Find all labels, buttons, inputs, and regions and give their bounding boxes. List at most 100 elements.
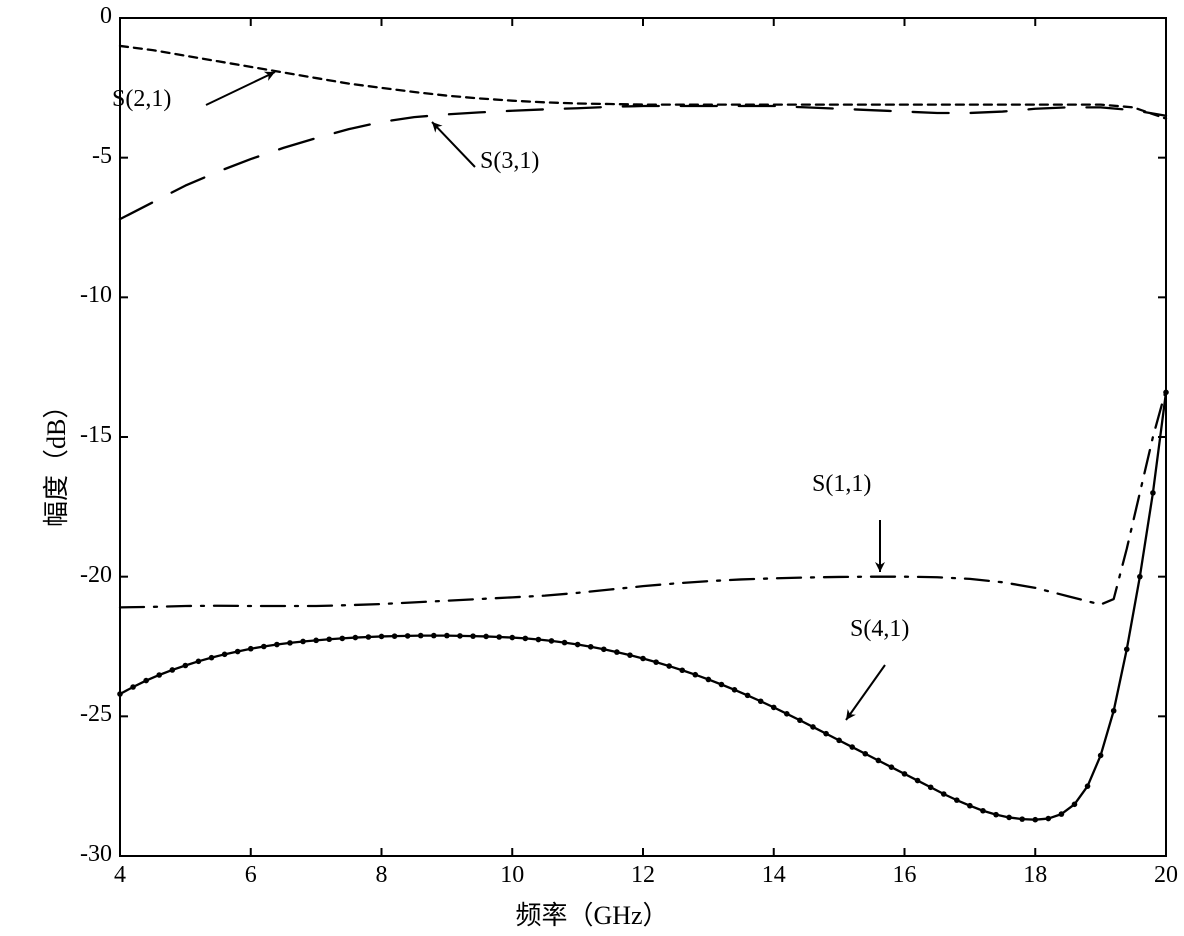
- marker-S(4,1): [902, 771, 908, 777]
- marker-S(4,1): [1085, 783, 1091, 789]
- marker-S(4,1): [313, 638, 319, 644]
- marker-S(4,1): [614, 649, 620, 655]
- marker-S(4,1): [627, 652, 633, 658]
- marker-S(4,1): [418, 633, 424, 639]
- marker-S(4,1): [1072, 802, 1078, 808]
- marker-S(4,1): [287, 640, 293, 646]
- y-tick-label: -5: [42, 143, 112, 170]
- marker-S(4,1): [536, 637, 542, 643]
- y-axis-label: 幅度（dB）: [36, 393, 73, 527]
- arrow-S(3,1): [432, 122, 475, 167]
- marker-S(4,1): [849, 744, 855, 750]
- marker-S(4,1): [392, 633, 398, 639]
- marker-S(4,1): [1111, 708, 1117, 714]
- marker-S(4,1): [183, 663, 189, 669]
- marker-S(4,1): [1124, 646, 1130, 652]
- marker-S(4,1): [575, 642, 581, 648]
- series-label-S(1,1): S(1,1): [812, 471, 871, 498]
- marker-S(4,1): [156, 672, 162, 678]
- marker-S(4,1): [562, 640, 568, 646]
- marker-S(4,1): [300, 639, 306, 645]
- marker-S(4,1): [130, 684, 136, 690]
- marker-S(4,1): [496, 634, 502, 640]
- marker-S(4,1): [1032, 817, 1038, 823]
- series-label-S(4,1): S(4,1): [850, 616, 909, 643]
- marker-S(4,1): [679, 667, 685, 673]
- marker-S(4,1): [248, 646, 254, 652]
- marker-S(4,1): [339, 636, 345, 642]
- x-tick-label: 18: [1005, 862, 1065, 889]
- marker-S(4,1): [1019, 816, 1025, 822]
- series-label-S(3,1): S(3,1): [480, 148, 539, 175]
- chart-svg: [0, 0, 1184, 936]
- marker-S(4,1): [758, 698, 764, 704]
- marker-S(4,1): [170, 667, 176, 673]
- marker-S(4,1): [823, 731, 829, 737]
- marker-S(4,1): [836, 738, 842, 744]
- marker-S(4,1): [732, 687, 738, 693]
- marker-S(4,1): [470, 633, 476, 639]
- marker-S(4,1): [326, 636, 332, 642]
- series-S(1,1): [120, 390, 1166, 608]
- marker-S(4,1): [143, 678, 149, 684]
- marker-S(4,1): [457, 633, 463, 639]
- marker-S(4,1): [967, 803, 973, 809]
- marker-S(4,1): [928, 784, 934, 790]
- marker-S(4,1): [261, 644, 267, 650]
- marker-S(4,1): [915, 778, 921, 784]
- marker-S(4,1): [379, 634, 385, 640]
- marker-S(4,1): [222, 652, 228, 658]
- x-tick-label: 8: [352, 862, 412, 889]
- marker-S(4,1): [274, 642, 280, 648]
- marker-S(4,1): [1059, 811, 1065, 817]
- marker-S(4,1): [483, 634, 489, 640]
- marker-S(4,1): [1137, 574, 1143, 580]
- x-tick-label: 10: [482, 862, 542, 889]
- marker-S(4,1): [601, 646, 607, 652]
- marker-S(4,1): [954, 797, 960, 803]
- marker-S(4,1): [366, 634, 372, 640]
- marker-S(4,1): [1006, 815, 1012, 821]
- marker-S(4,1): [405, 633, 411, 639]
- marker-S(4,1): [444, 633, 450, 639]
- marker-S(4,1): [719, 682, 725, 688]
- marker-S(4,1): [209, 655, 215, 661]
- sparam-chart: 幅度（dB） 频率（GHz） 4681012141618200-5-10-15-…: [0, 0, 1184, 936]
- y-tick-label: -15: [42, 422, 112, 449]
- x-tick-label: 16: [875, 862, 935, 889]
- marker-S(4,1): [771, 705, 777, 711]
- arrow-S(2,1): [206, 72, 275, 105]
- marker-S(4,1): [1098, 753, 1104, 759]
- marker-S(4,1): [431, 633, 437, 639]
- marker-S(4,1): [509, 635, 515, 641]
- marker-S(4,1): [653, 659, 659, 665]
- marker-S(4,1): [196, 659, 202, 665]
- marker-S(4,1): [706, 677, 712, 683]
- marker-S(4,1): [666, 663, 672, 669]
- x-tick-label: 14: [744, 862, 804, 889]
- marker-S(4,1): [784, 711, 790, 717]
- marker-S(4,1): [876, 758, 882, 764]
- y-tick-label: -30: [42, 841, 112, 868]
- marker-S(4,1): [693, 672, 699, 678]
- x-axis-label: 频率（GHz）: [0, 895, 1184, 932]
- marker-S(4,1): [1150, 490, 1156, 496]
- y-tick-label: -10: [42, 282, 112, 309]
- marker-S(4,1): [797, 717, 803, 723]
- marker-S(4,1): [523, 636, 529, 642]
- marker-S(4,1): [1046, 816, 1052, 822]
- marker-S(4,1): [993, 812, 999, 818]
- arrow-S(4,1): [846, 665, 885, 720]
- marker-S(4,1): [235, 649, 241, 655]
- marker-S(4,1): [862, 751, 868, 757]
- marker-S(4,1): [1163, 390, 1169, 396]
- marker-S(4,1): [353, 635, 359, 641]
- series-S(3,1): [120, 106, 1166, 219]
- marker-S(4,1): [810, 724, 816, 730]
- marker-S(4,1): [549, 638, 555, 644]
- y-tick-label: -25: [42, 701, 112, 728]
- y-tick-label: -20: [42, 562, 112, 589]
- marker-S(4,1): [117, 691, 123, 697]
- y-tick-label: 0: [42, 3, 112, 30]
- marker-S(4,1): [640, 656, 646, 662]
